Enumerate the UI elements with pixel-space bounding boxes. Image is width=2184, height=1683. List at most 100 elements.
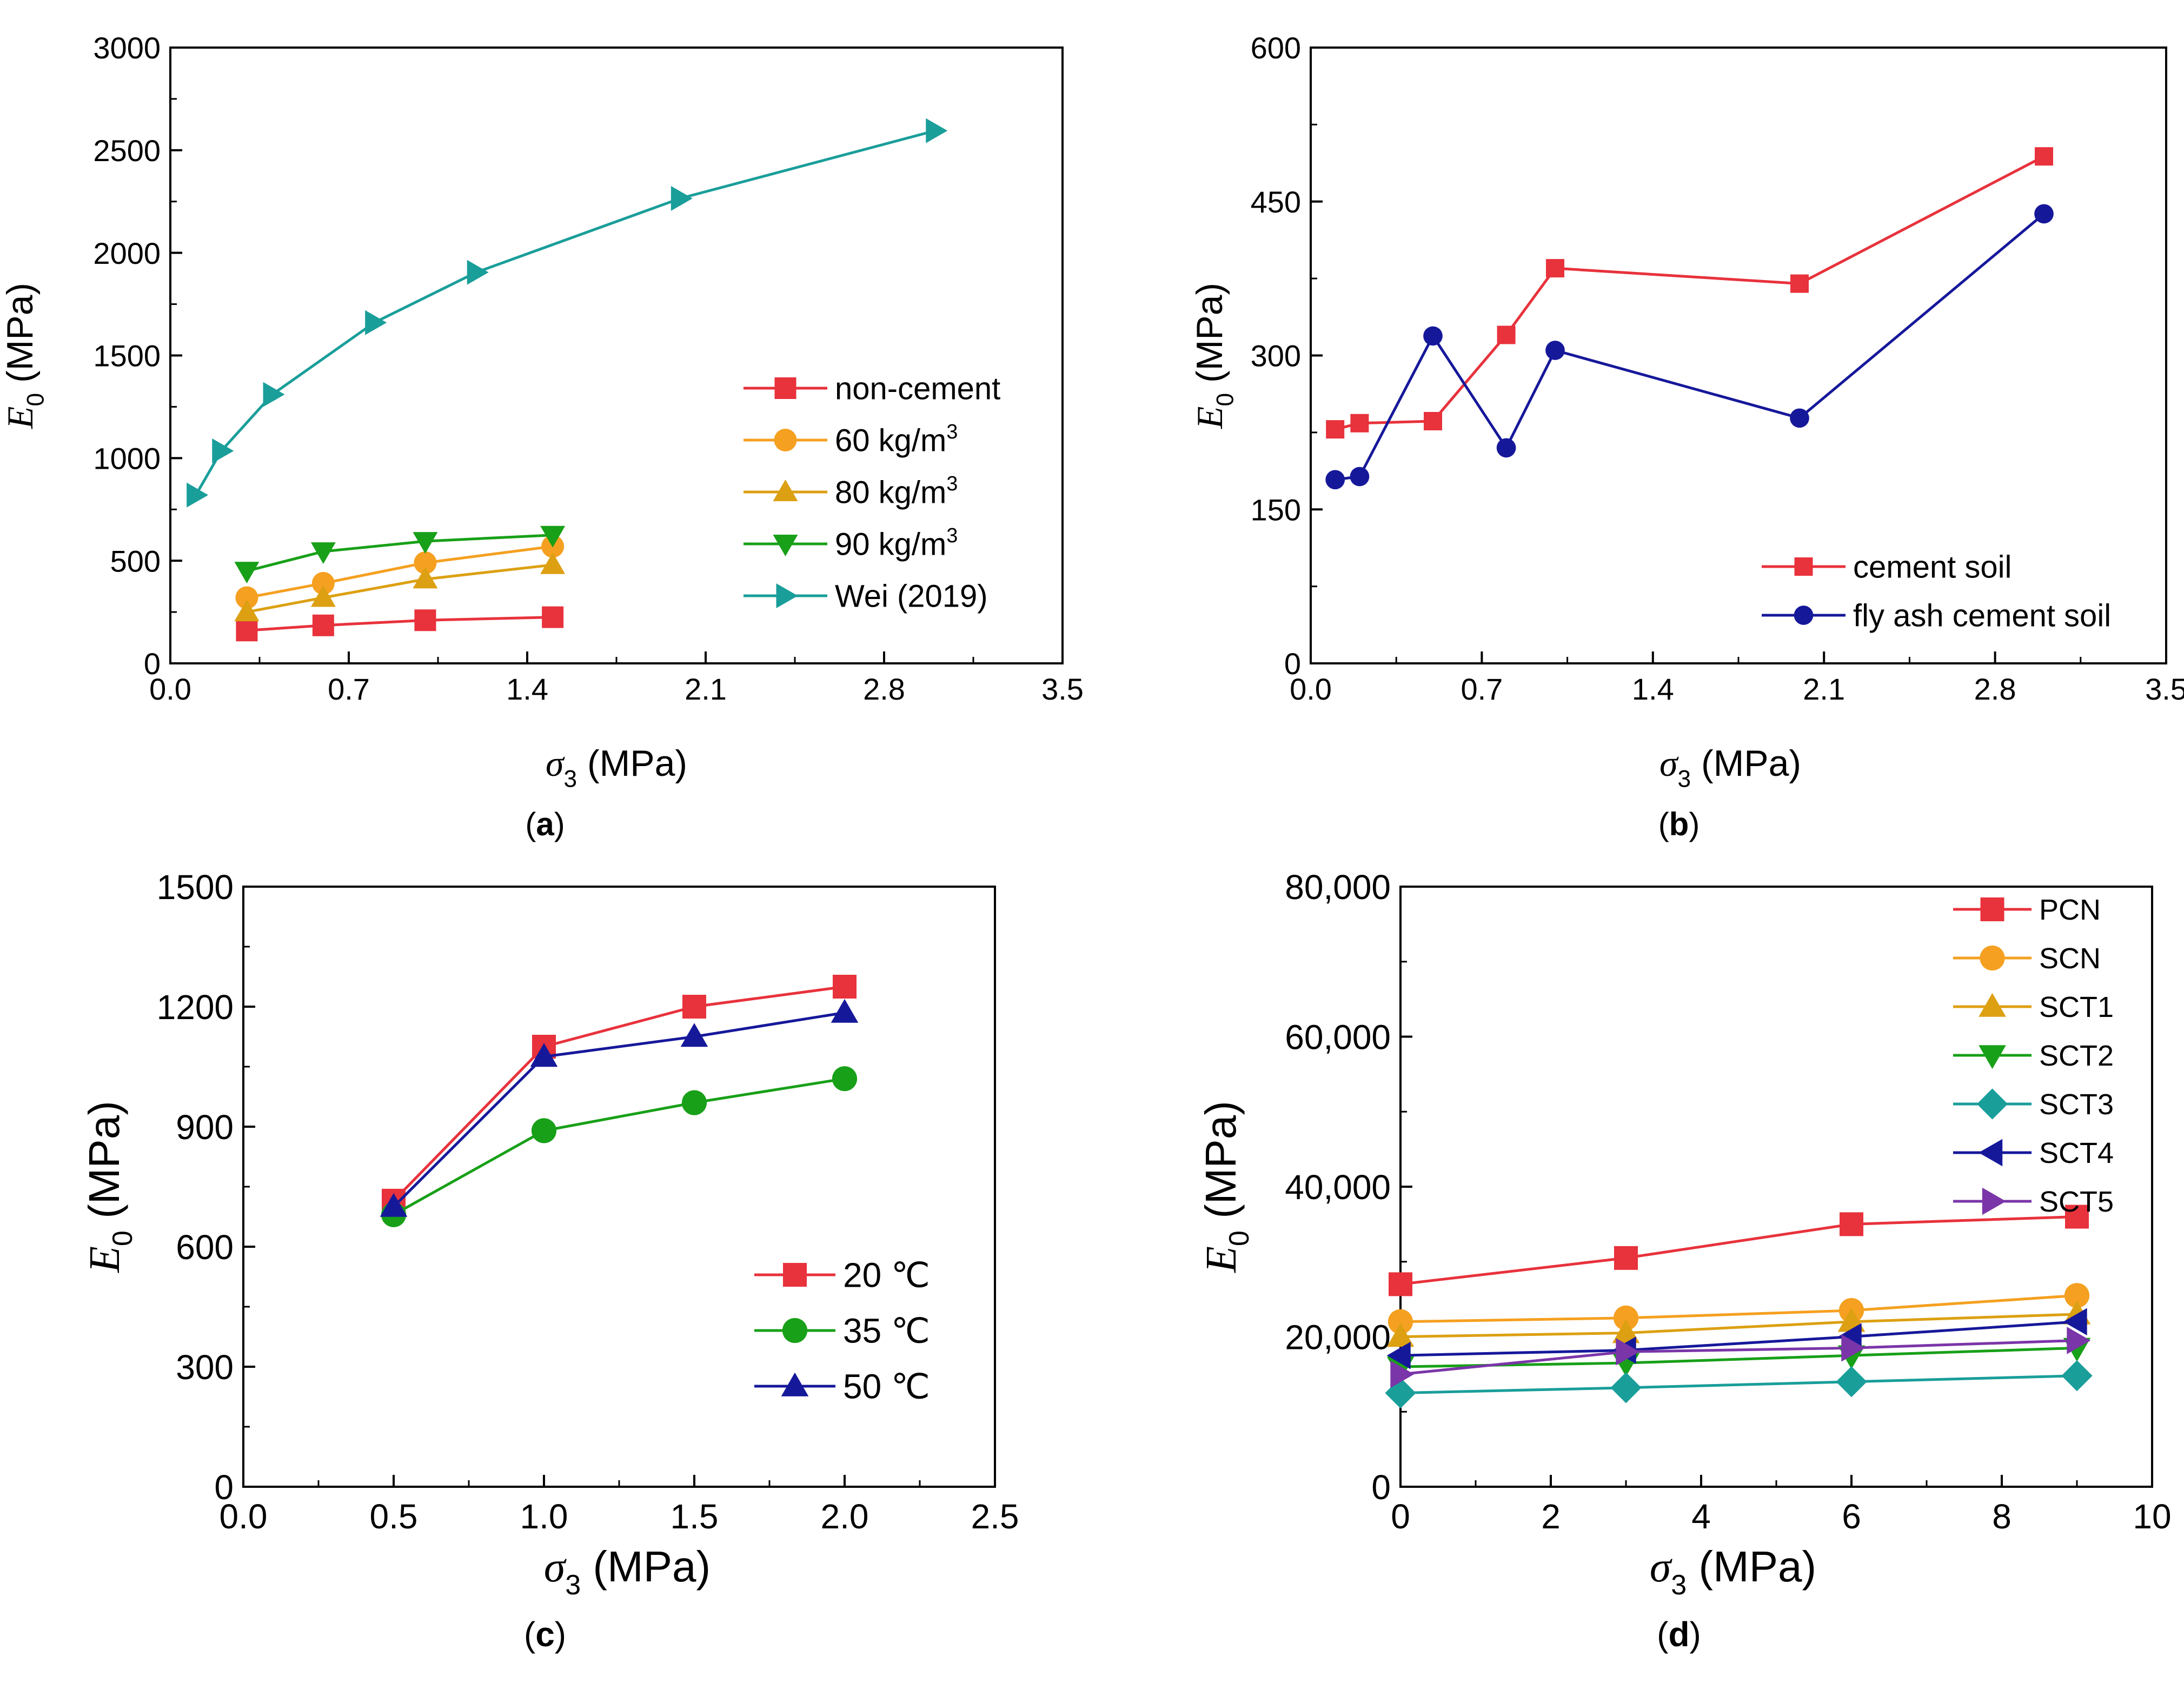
y-tick-label: 600 [1251, 31, 1301, 65]
x-axis-symbol: σ [544, 1544, 567, 1591]
legend-label: 35 ℃ [843, 1311, 930, 1350]
data-point [831, 999, 859, 1023]
legend-label-superscript: 3 [946, 524, 958, 547]
x-axis-unit: (MPa) [1687, 1542, 1816, 1591]
panel-caption: (b) [1658, 806, 1700, 842]
legend-label: SCT1 [2039, 991, 2114, 1023]
series-pcn [1389, 1205, 2089, 1296]
y-tick-label: 2000 [93, 236, 161, 270]
data-point [310, 542, 336, 564]
series-line [1400, 1339, 2077, 1376]
x-axis-subscript: 3 [1677, 766, 1691, 792]
series-fly-ash-cement-soil [1325, 204, 2054, 490]
y-tick-label: 0 [144, 647, 161, 681]
legend-marker [773, 480, 798, 501]
series-line [393, 1077, 845, 1216]
data-point [414, 609, 436, 631]
y-axis-symbol: E [81, 1246, 129, 1273]
caption-paren: ( [525, 806, 536, 842]
y-axis-title: E0 (MPa) [1197, 1101, 1255, 1273]
legend-label: cement soil [1853, 549, 2012, 584]
data-point [1545, 341, 1565, 360]
y-tick-label: 3000 [93, 31, 161, 65]
x-axis-subscript: 3 [565, 1569, 581, 1601]
caption-paren: ) [1689, 806, 1700, 842]
series-line [393, 985, 845, 1202]
legend-marker [774, 429, 797, 451]
legend-label-text: 20 ℃ [843, 1255, 930, 1294]
series-non-cement [236, 606, 564, 642]
y-tick-label: 1500 [157, 868, 234, 907]
data-point [1841, 1334, 1866, 1362]
legend-label: 80 kg/m3 [835, 472, 958, 510]
y-tick-label: 500 [110, 544, 161, 578]
y-tick-label: 150 [1251, 493, 1301, 527]
x-tick-label: 0.5 [370, 1497, 418, 1536]
data-point [1790, 408, 1809, 428]
data-point [1325, 470, 1345, 490]
legend-marker [1794, 606, 1814, 625]
legend: cement soil fly ash cement soil [1762, 549, 2111, 633]
x-tick-label: 8 [1992, 1497, 2012, 1536]
x-tick-label: 1.4 [1632, 672, 1674, 706]
legend-marker [1976, 1088, 2008, 1120]
x-tick-label: 2.5 [971, 1497, 1019, 1536]
legend-label: SCT3 [2039, 1088, 2114, 1121]
legend-marker [782, 1318, 808, 1343]
x-tick-label: 3.5 [2145, 672, 2184, 706]
data-point [263, 382, 285, 407]
y-tick-label: 450 [1251, 185, 1301, 219]
data-point [1790, 274, 1809, 293]
data-point [1389, 1272, 1412, 1296]
y-tick-label: 300 [1251, 339, 1301, 373]
series-sct1 [1386, 1300, 2091, 1347]
legend-label: SCT2 [2039, 1040, 2114, 1072]
legend-label-text: 90 kg/m [835, 527, 946, 562]
panel-caption: (d) [1657, 1615, 1701, 1654]
data-point [1390, 1360, 1415, 1388]
legend: 20 ℃ 35 ℃ 50 ℃ [754, 1255, 930, 1406]
x-axis-symbol: σ [1659, 743, 1679, 784]
panel-caption: (a) [525, 806, 565, 842]
data-point [467, 260, 489, 285]
series-80-kg-m3 [234, 552, 566, 622]
x-axis-title: σ3 (MPa) [1650, 1542, 1816, 1601]
data-point [2061, 1360, 2093, 1392]
series-scn [1388, 1283, 2090, 1334]
data-point [1386, 1341, 1411, 1369]
y-tick-label: 1200 [157, 988, 234, 1027]
legend-label-text: non-cement [835, 371, 1000, 406]
caption-letter: b [1669, 806, 1689, 842]
data-point [530, 1043, 558, 1067]
data-point [540, 525, 566, 548]
data-point [212, 438, 234, 464]
data-point [235, 586, 258, 609]
legend-label: non-cement [835, 371, 1000, 406]
legend-label-text: PCN [2039, 894, 2101, 926]
data-point [1424, 411, 1442, 430]
series-line [1400, 1346, 2077, 1368]
legend-marker [776, 583, 798, 608]
legend-label-text: 50 ℃ [843, 1367, 930, 1406]
data-point [926, 118, 948, 143]
series-20- [382, 975, 857, 1213]
legend-label: Wei (2019) [835, 578, 988, 614]
caption-paren: ( [524, 1615, 535, 1654]
data-point [1616, 1338, 1640, 1366]
series-line [246, 563, 553, 614]
legend-label: fly ash cement soil [1853, 598, 2111, 633]
data-point [2034, 204, 2054, 224]
x-axis-symbol: σ [546, 743, 565, 784]
series-cement-soil [1326, 147, 2053, 439]
legend-label-text: fly ash cement soil [1853, 598, 2111, 633]
y-axis-symbol: E [0, 407, 41, 430]
data-point [1326, 420, 1345, 439]
x-tick-label: 1.5 [671, 1497, 719, 1536]
legend-label-text: SCT5 [2039, 1186, 2114, 1218]
legend-marker [1982, 1187, 2006, 1215]
legend-marker [1980, 945, 2005, 971]
data-point [310, 585, 336, 607]
data-point [531, 1118, 557, 1143]
data-point [1385, 1377, 1416, 1409]
